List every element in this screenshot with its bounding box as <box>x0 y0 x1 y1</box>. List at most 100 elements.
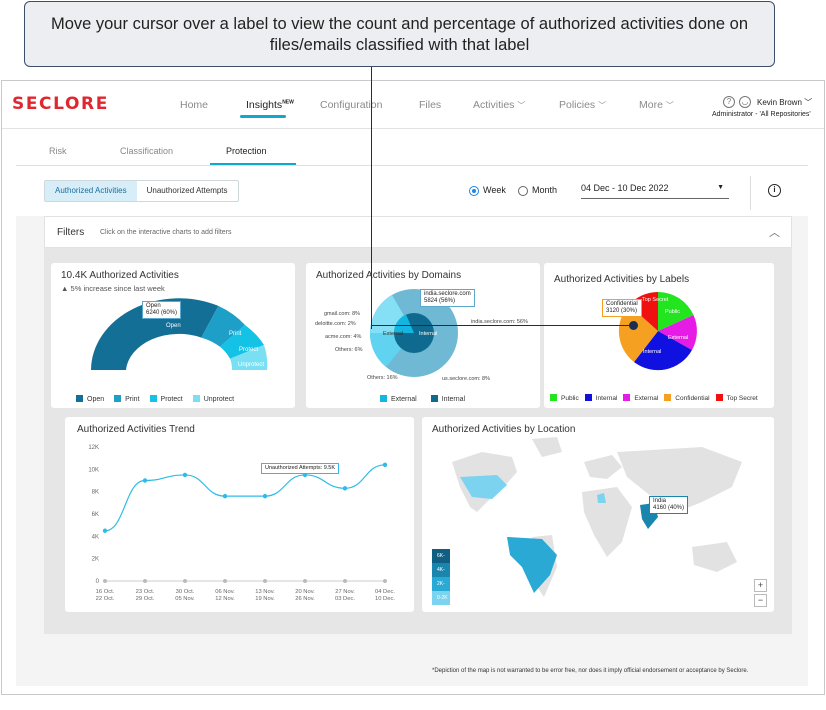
x-tick-label: 16 Oct. <box>96 589 115 595</box>
domains-legend: External Internal <box>380 395 465 403</box>
trend-line-chart[interactable]: 12K 10K 8K 6K 4K 2K 0 16 Oct.22 Oct. 23 Oct.29 O… <box>65 417 414 612</box>
legend-confidential[interactable]: Confidential <box>664 394 710 402</box>
trend-data-point[interactable] <box>262 493 268 499</box>
nav-policies[interactable]: Policies ﹀ <box>559 99 607 111</box>
slice-label-public: Public <box>665 309 680 315</box>
card-title: Authorized Activities Trend <box>77 424 195 435</box>
labels-pie-chart[interactable]: Top Secret Public External Internal <box>544 263 774 408</box>
zoom-in-button[interactable]: + <box>754 579 767 592</box>
chevron-down-icon: ﹀ <box>598 101 607 110</box>
divider <box>750 176 751 210</box>
seg-label-unprotect: Unprotect <box>238 362 264 368</box>
trend-data-point[interactable] <box>222 493 228 499</box>
chevron-down-icon: ﹀ <box>665 101 674 110</box>
tab-classification[interactable]: Classification <box>120 146 174 156</box>
tab-protection[interactable]: Protection <box>226 146 267 156</box>
filters-title: Filters <box>57 227 85 238</box>
domain-tooltip: india.seclore.com 5824 (56%) <box>420 289 475 307</box>
info-icon[interactable]: i <box>768 184 781 197</box>
x-tick-mark <box>383 579 387 583</box>
change-indicator: ▲ 5% increase since last week <box>61 284 165 293</box>
map-legend-4k-6k: 4K-6K <box>432 563 450 587</box>
x-tick-label: 12 Nov. <box>215 596 235 602</box>
domains-sunburst-chart[interactable]: External Internal <box>306 263 540 408</box>
legend-external[interactable]: External <box>380 395 417 403</box>
legend-internal[interactable]: Internal <box>430 395 465 403</box>
seg-label-open: Open <box>166 323 181 329</box>
legend-internal[interactable]: Internal <box>584 394 617 402</box>
legend-top-secret[interactable]: Top Secret <box>715 394 758 402</box>
trend-data-point[interactable] <box>102 528 108 533</box>
zoom-out-button[interactable]: − <box>754 594 767 607</box>
trend-card: Authorized Activities Trend 12K 10K 8K 6K 4K… <box>65 417 414 612</box>
month-radio[interactable] <box>518 186 528 196</box>
activity-type-toggle: Authorized Activities Unauthorized Attem… <box>44 180 239 202</box>
location-card: Authorized Activities by Location <box>422 417 774 612</box>
map-land-greenland <box>532 437 562 457</box>
map-land-africa <box>582 487 632 557</box>
caret-down-icon: ▼ <box>717 184 724 191</box>
donut-segment-open <box>91 298 219 370</box>
trend-data-point[interactable] <box>142 478 148 483</box>
unauthorized-attempts-button[interactable]: Unauthorized Attempts <box>146 186 228 195</box>
trend-data-point[interactable] <box>182 472 188 478</box>
domain-label: us.seclore.com: 8% <box>442 376 490 382</box>
slice-internal <box>634 331 692 371</box>
new-badge: NEW <box>282 99 294 106</box>
triangle-up-icon: ▲ <box>61 284 69 293</box>
x-tick-label: 26 Nov. <box>295 596 315 602</box>
x-tick-mark <box>223 579 227 583</box>
trend-data-point[interactable] <box>382 462 388 468</box>
donut-segment-print <box>201 305 245 347</box>
card-title: Authorized Activities by Domains <box>316 270 462 281</box>
map-us <box>460 475 507 499</box>
callout-pointer <box>629 321 638 330</box>
map-land-europe <box>584 455 622 479</box>
domain-label: Others: 6% <box>335 347 363 353</box>
india-tooltip: India 4160 (40%) <box>649 496 689 514</box>
map-brazil <box>507 537 557 593</box>
x-tick-label: 10 Dec. <box>375 596 395 602</box>
week-radio[interactable] <box>469 186 479 196</box>
nav-more[interactable]: More ﹀ <box>639 99 674 111</box>
instruction-callout: Move your cursor over a label to view th… <box>24 1 775 67</box>
tab-risk[interactable]: Risk <box>49 146 67 156</box>
authorized-donut-chart[interactable]: Open Print Protect Unprotect <box>51 263 295 408</box>
legend-external[interactable]: External <box>623 394 658 402</box>
week-label: Week <box>483 185 506 195</box>
nav-home[interactable]: Home <box>180 99 209 111</box>
nav-insights[interactable]: InsightsNEW <box>246 99 294 111</box>
legend-public[interactable]: Public <box>550 394 579 402</box>
authorized-legend: Open Print Protect Unprotect <box>76 395 234 403</box>
map-legend-2k-4k: 2K-4K <box>432 577 450 601</box>
chevron-up-icon[interactable]: ︿ <box>769 227 780 239</box>
card-title: Authorized Activities by Location <box>432 424 576 435</box>
x-tick-label: 30 Oct. <box>176 589 195 595</box>
top-navigation: SECLORE Home InsightsNEW Configuration F… <box>2 81 824 129</box>
legend-print[interactable]: Print <box>114 395 140 403</box>
user-name[interactable]: Kevin Brown ﹀ <box>757 98 813 107</box>
legend-unprotect[interactable]: Unprotect <box>192 395 234 403</box>
x-tick-mark <box>343 579 347 583</box>
confidential-tooltip: Confidential 3120 (30%) <box>602 299 642 317</box>
nav-configuration[interactable]: Configuration <box>320 99 383 111</box>
chevron-down-icon: ﹀ <box>804 98 813 107</box>
trend-tooltip: Unauthorized Attempts: 9.5K <box>261 463 340 474</box>
authorized-activities-button[interactable]: Authorized Activities <box>45 181 137 201</box>
map-disclaimer: *Depiction of the map is not warranted t… <box>432 668 749 674</box>
user-avatar-icon[interactable]: ◡ <box>739 96 751 108</box>
nav-activities[interactable]: Activities ﹀ <box>473 99 526 111</box>
trend-data-point[interactable] <box>342 486 348 491</box>
inner-label-internal: Internal <box>419 331 437 337</box>
legend-protect[interactable]: Protect <box>149 395 183 403</box>
date-range-select[interactable]: 04 Dec - 10 Dec 2022 ▼ <box>581 183 729 199</box>
help-icon[interactable]: ? <box>723 96 735 108</box>
donut-segment-unprotect <box>230 345 268 370</box>
legend-open[interactable]: Open <box>76 395 104 403</box>
active-tab-indicator <box>210 163 296 165</box>
nav-files[interactable]: Files <box>419 99 442 111</box>
slice-label-external: External <box>668 335 688 341</box>
world-map[interactable] <box>422 417 774 612</box>
main-content: Risk Classification Protection Authorize… <box>16 134 808 686</box>
trend-series-line <box>104 464 386 532</box>
